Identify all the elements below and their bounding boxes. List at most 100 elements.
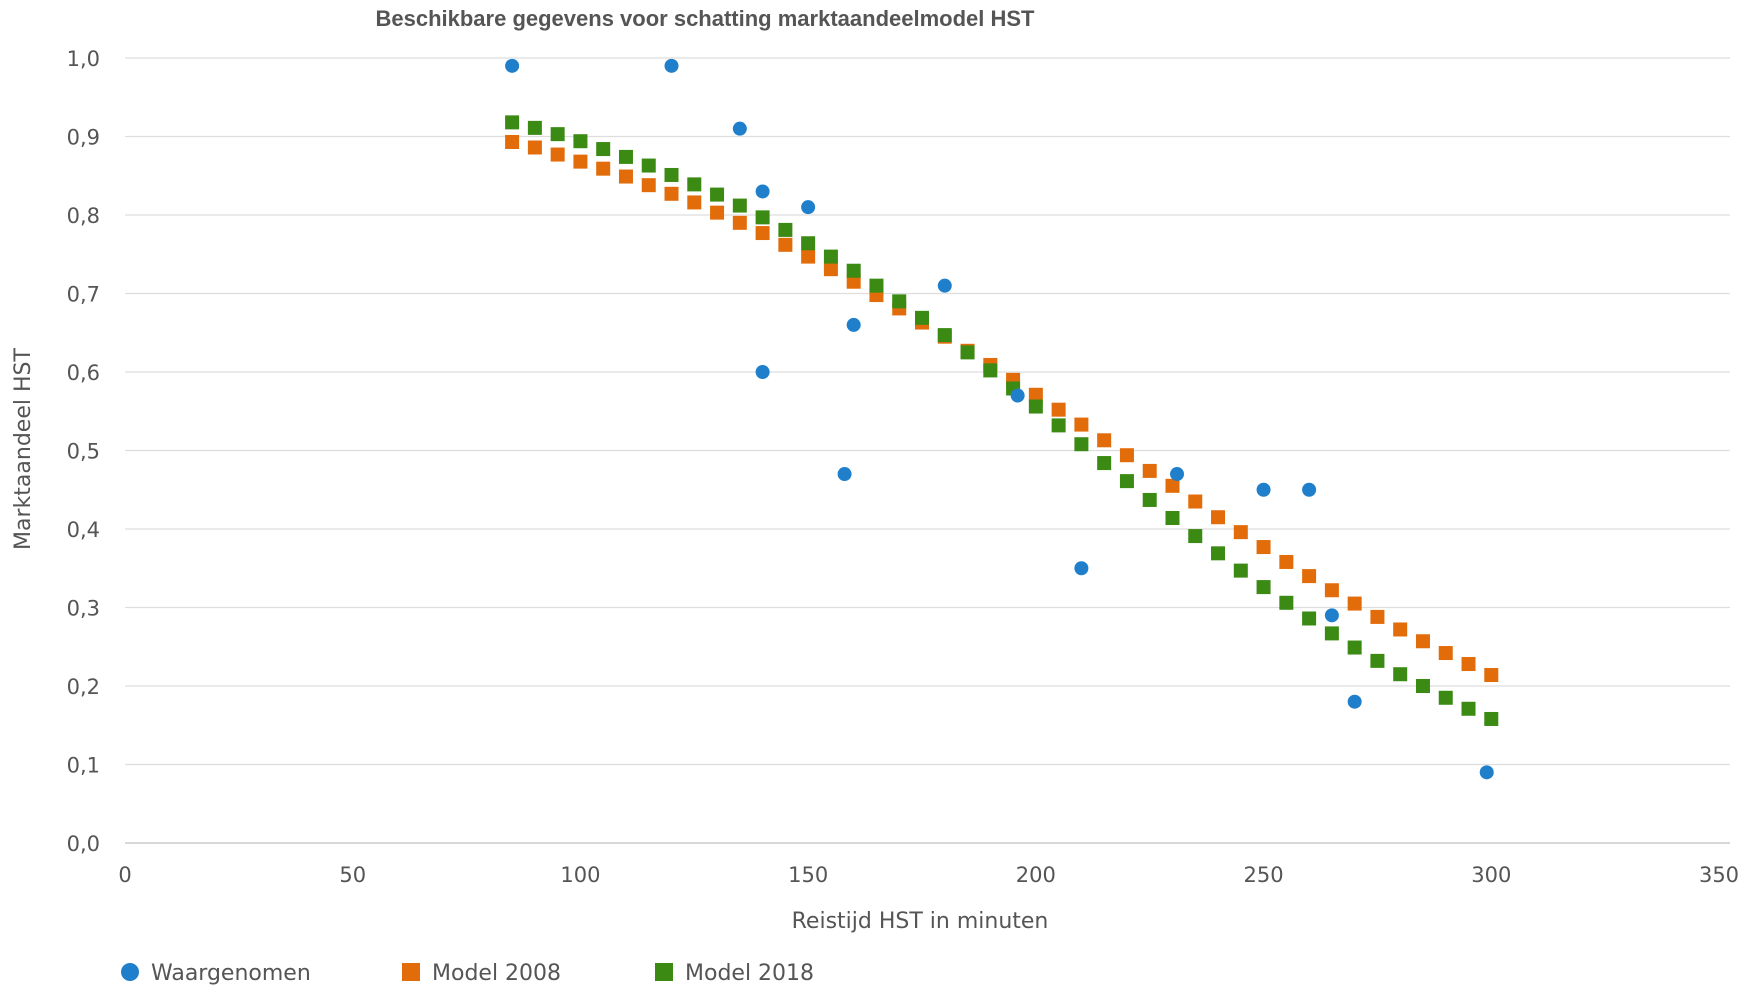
point-model-2008 — [1393, 622, 1408, 637]
point-model-2008 — [1415, 634, 1430, 649]
point-waargenomen — [505, 58, 520, 73]
point-model-2008 — [1233, 525, 1248, 540]
point-model-2008 — [1051, 402, 1066, 417]
point-model-2018 — [869, 278, 884, 293]
legend-marker — [402, 963, 420, 981]
point-model-2018 — [1142, 492, 1157, 507]
point-model-2018 — [915, 310, 929, 325]
point-model-2018 — [892, 294, 907, 309]
point-model-2018 — [1370, 653, 1385, 668]
point-waargenomen — [937, 278, 952, 293]
point-model-2008 — [1119, 448, 1134, 463]
point-model-2008 — [1347, 596, 1362, 611]
point-model-2008 — [664, 186, 679, 201]
point-model-2008 — [823, 262, 838, 277]
point-model-2018 — [664, 167, 679, 182]
point-model-2008 — [1324, 583, 1339, 598]
point-model-2008 — [505, 134, 520, 149]
point-waargenomen — [664, 58, 679, 73]
point-model-2018 — [983, 363, 998, 378]
point-model-2008 — [527, 140, 542, 155]
point-model-2008 — [1074, 417, 1089, 432]
x-tick-label: 100 — [560, 863, 600, 887]
x-axis-ticks: 0 50 100 150 200 250 300 350 — [118, 863, 1739, 887]
point-model-2018 — [1074, 437, 1089, 452]
point-model-2008 — [1165, 478, 1180, 493]
point-model-2018 — [618, 149, 633, 164]
point-model-2018 — [846, 263, 861, 278]
point-model-2008 — [1302, 569, 1317, 584]
y-tick-label: 0,0 — [67, 832, 100, 856]
point-waargenomen — [1302, 482, 1317, 497]
x-axis-label: Reistijd HST in minuten — [792, 909, 1049, 934]
point-model-2008 — [687, 195, 702, 210]
point-model-2008 — [1438, 646, 1453, 661]
point-model-2008 — [1484, 668, 1499, 683]
point-waargenomen — [1256, 482, 1271, 497]
y-tick-label: 0,4 — [67, 518, 100, 542]
y-tick-label: 0,1 — [67, 754, 100, 778]
point-model-2008 — [778, 237, 793, 252]
point-model-2008 — [1256, 540, 1271, 555]
point-model-2008 — [1461, 657, 1476, 672]
y-tick-label: 0,6 — [67, 361, 100, 385]
point-model-2018 — [1347, 640, 1362, 655]
point-model-2018 — [1211, 546, 1226, 561]
point-model-2018 — [778, 222, 793, 237]
point-model-2018 — [755, 210, 770, 225]
data-points — [505, 58, 1499, 780]
point-model-2018 — [550, 127, 565, 142]
point-waargenomen — [1170, 467, 1185, 482]
y-tick-label: 0,2 — [67, 675, 100, 699]
point-model-2008 — [732, 215, 747, 230]
y-tick-label: 0,7 — [67, 283, 100, 307]
point-model-2008 — [1097, 433, 1112, 448]
x-tick-label: 300 — [1471, 863, 1511, 887]
point-model-2008 — [641, 178, 656, 193]
point-model-2008 — [550, 147, 565, 162]
point-model-2008 — [1188, 494, 1203, 509]
point-model-2018 — [1165, 511, 1180, 526]
y-tick-label: 1,0 — [67, 47, 100, 71]
point-model-2008 — [1370, 609, 1385, 624]
point-model-2008 — [801, 249, 816, 264]
point-model-2018 — [1324, 626, 1339, 641]
point-waargenomen — [732, 121, 747, 136]
point-model-2008 — [710, 205, 725, 220]
point-model-2018 — [641, 158, 656, 173]
x-tick-label: 150 — [788, 863, 828, 887]
x-tick-label: 200 — [1016, 863, 1056, 887]
point-model-2008 — [846, 274, 861, 289]
point-model-2018 — [937, 328, 952, 343]
point-waargenomen — [1479, 765, 1494, 780]
point-model-2018 — [1233, 563, 1248, 578]
point-waargenomen — [755, 184, 770, 199]
point-model-2018 — [710, 187, 725, 202]
y-tick-label: 0,9 — [67, 126, 100, 150]
point-model-2008 — [618, 169, 633, 184]
point-model-2008 — [1142, 463, 1157, 478]
point-waargenomen — [1347, 694, 1362, 709]
point-waargenomen — [1074, 561, 1089, 576]
point-waargenomen — [755, 365, 770, 379]
point-model-2018 — [960, 345, 975, 360]
point-waargenomen — [837, 467, 852, 482]
y-tick-label: 0,3 — [67, 597, 100, 621]
chart-title: Beschikbare gegevens voor schatting mark… — [375, 6, 1035, 31]
legend-marker — [121, 963, 139, 981]
point-model-2018 — [1484, 711, 1499, 726]
point-waargenomen — [1324, 608, 1339, 623]
x-tick-label: 50 — [339, 863, 366, 887]
y-axis-ticks: 0,0 0,1 0,2 0,3 0,4 0,5 0,6 0,7 0,8 0,9 1,0 — [67, 47, 100, 856]
point-model-2018 — [732, 198, 747, 213]
point-model-2018 — [1256, 580, 1271, 595]
y-tick-label: 0,8 — [67, 204, 100, 228]
point-model-2018 — [505, 115, 520, 130]
point-model-2018 — [1393, 667, 1408, 682]
point-model-2008 — [1028, 387, 1043, 402]
point-model-2018 — [1028, 399, 1043, 414]
point-model-2018 — [1279, 595, 1294, 610]
point-model-2018 — [527, 120, 542, 135]
y-tick-label: 0,5 — [67, 440, 100, 464]
